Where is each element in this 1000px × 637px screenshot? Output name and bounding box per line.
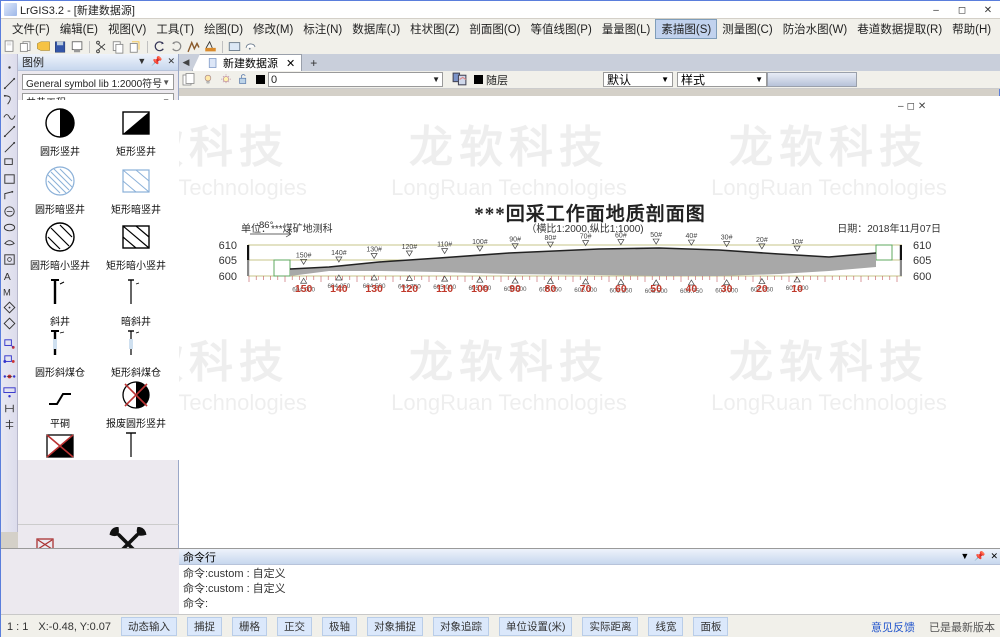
svg-text:600: 600 (219, 271, 237, 283)
svg-text:60: 60 (615, 283, 627, 295)
svg-text:M: M (2, 287, 10, 297)
svg-text:100: 100 (471, 283, 489, 295)
svg-text:600: 600 (913, 271, 931, 283)
svg-text:120#: 120# (402, 244, 418, 251)
svg-text:70#: 70# (580, 234, 592, 241)
svg-text:40#: 40# (686, 233, 698, 240)
svg-text:110: 110 (436, 283, 453, 295)
svg-text:30: 30 (721, 283, 733, 295)
svg-text:60#: 60# (615, 233, 627, 240)
svg-text:605: 605 (219, 255, 237, 267)
svg-text:120: 120 (401, 283, 419, 295)
svg-text:40: 40 (686, 283, 698, 295)
svg-text:130: 130 (365, 283, 383, 295)
svg-text:130#: 130# (366, 246, 382, 253)
svg-text:70: 70 (580, 283, 592, 295)
svg-text:80#: 80# (545, 235, 557, 242)
svg-text:610: 610 (913, 240, 931, 252)
svg-text:140: 140 (330, 283, 348, 295)
svg-text:100#: 100# (472, 239, 488, 246)
svg-text:20: 20 (756, 283, 768, 295)
svg-text:10: 10 (791, 283, 803, 295)
svg-text:140#: 140# (331, 250, 347, 257)
svg-text:80: 80 (545, 283, 557, 295)
svg-text:90#: 90# (509, 237, 521, 244)
svg-text:605: 605 (913, 255, 931, 267)
svg-text:50: 50 (650, 283, 662, 295)
svg-text:30#: 30# (721, 235, 733, 242)
svg-text:86°: 86° (259, 220, 274, 231)
svg-text:90: 90 (509, 283, 521, 295)
svg-text:610: 610 (219, 240, 237, 252)
svg-text:A: A (3, 272, 10, 283)
svg-text:10#: 10# (791, 239, 803, 246)
svg-text:50#: 50# (650, 232, 662, 239)
svg-text:150: 150 (295, 283, 313, 295)
svg-text:110#: 110# (437, 242, 452, 249)
svg-text:20#: 20# (756, 237, 768, 244)
svg-text:150#: 150# (296, 252, 312, 259)
